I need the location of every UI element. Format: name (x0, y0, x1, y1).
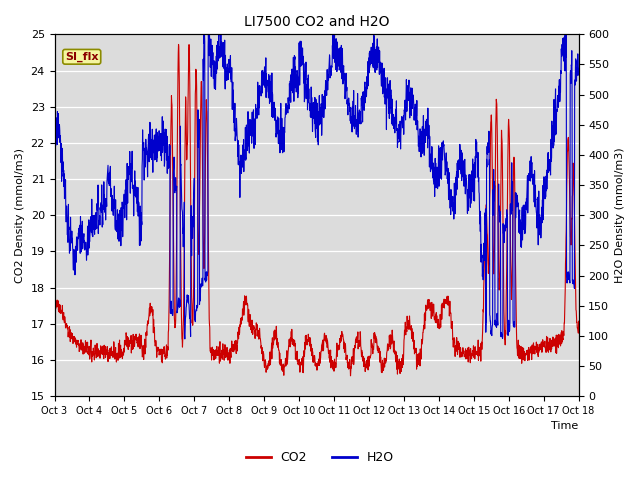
Line: H2O: H2O (54, 35, 579, 339)
CO2 (560, 333, 568, 338)
H2O (464, 187, 472, 193)
CO2 (575, 318, 582, 324)
CO2 (175, 42, 182, 48)
H2O (306, 101, 314, 107)
X-axis label: Time: Time (551, 421, 579, 432)
Line: CO2: CO2 (54, 45, 579, 376)
H2O (181, 336, 189, 342)
CO2 (306, 335, 314, 340)
H2O (292, 72, 300, 78)
H2O (51, 133, 58, 139)
CO2 (347, 373, 355, 379)
CO2 (51, 294, 58, 300)
Text: SI_flx: SI_flx (65, 52, 99, 62)
Legend: CO2, H2O: CO2, H2O (241, 446, 399, 469)
Y-axis label: CO2 Density (mmol/m3): CO2 Density (mmol/m3) (15, 148, 25, 283)
CO2 (560, 332, 568, 338)
CO2 (464, 349, 472, 355)
H2O (77, 239, 85, 244)
CO2 (292, 351, 300, 357)
Y-axis label: H2O Density (mmol/m3): H2O Density (mmol/m3) (615, 147, 625, 283)
H2O (560, 58, 568, 64)
Title: LI7500 CO2 and H2O: LI7500 CO2 and H2O (244, 15, 389, 29)
CO2 (77, 344, 85, 350)
H2O (575, 72, 582, 78)
H2O (200, 32, 208, 37)
H2O (560, 41, 568, 47)
